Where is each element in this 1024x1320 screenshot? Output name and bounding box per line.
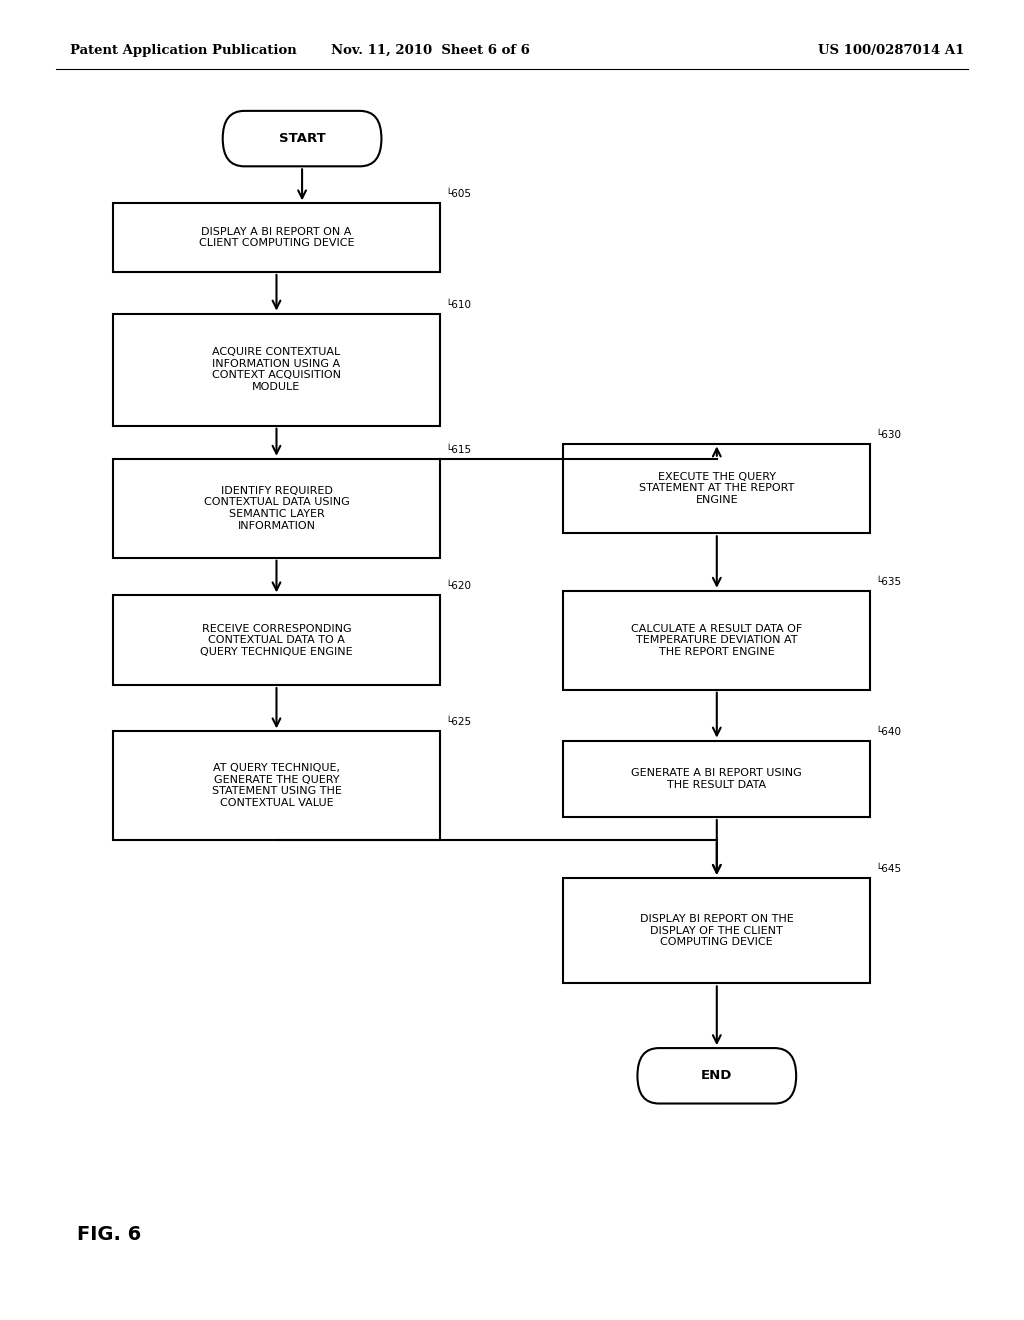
FancyBboxPatch shape <box>222 111 381 166</box>
Text: RECEIVE CORRESPONDING
CONTEXTUAL DATA TO A
QUERY TECHNIQUE ENGINE: RECEIVE CORRESPONDING CONTEXTUAL DATA TO… <box>200 623 353 657</box>
Text: └635: └635 <box>876 577 902 586</box>
Bar <box>113 203 440 272</box>
Text: AT QUERY TECHNIQUE,
GENERATE THE QUERY
STATEMENT USING THE
CONTEXTUAL VALUE: AT QUERY TECHNIQUE, GENERATE THE QUERY S… <box>212 763 341 808</box>
Text: Nov. 11, 2010  Sheet 6 of 6: Nov. 11, 2010 Sheet 6 of 6 <box>331 44 529 57</box>
Bar <box>563 444 870 533</box>
FancyBboxPatch shape <box>637 1048 797 1104</box>
Bar <box>113 459 440 557</box>
Text: EXECUTE THE QUERY
STATEMENT AT THE REPORT
ENGINE: EXECUTE THE QUERY STATEMENT AT THE REPOR… <box>639 471 795 506</box>
Text: GENERATE A BI REPORT USING
THE RESULT DATA: GENERATE A BI REPORT USING THE RESULT DA… <box>632 768 802 789</box>
Bar <box>113 595 440 685</box>
Text: START: START <box>279 132 326 145</box>
Text: US 100/0287014 A1: US 100/0287014 A1 <box>818 44 964 57</box>
Text: └630: └630 <box>876 429 901 440</box>
Text: DISPLAY BI REPORT ON THE
DISPLAY OF THE CLIENT
COMPUTING DEVICE: DISPLAY BI REPORT ON THE DISPLAY OF THE … <box>640 913 794 948</box>
Text: └610: └610 <box>445 300 471 310</box>
Text: └640: └640 <box>876 726 901 737</box>
Text: ACQUIRE CONTEXTUAL
INFORMATION USING A
CONTEXT ACQUISITION
MODULE: ACQUIRE CONTEXTUAL INFORMATION USING A C… <box>212 347 341 392</box>
Text: END: END <box>701 1069 732 1082</box>
Bar <box>113 314 440 425</box>
Text: Patent Application Publication: Patent Application Publication <box>70 44 296 57</box>
Bar <box>113 731 440 840</box>
Text: └625: └625 <box>445 717 472 727</box>
Bar <box>563 591 870 689</box>
Text: CALCULATE A RESULT DATA OF
TEMPERATURE DEVIATION AT
THE REPORT ENGINE: CALCULATE A RESULT DATA OF TEMPERATURE D… <box>631 623 803 657</box>
Text: └615: └615 <box>445 445 472 454</box>
Text: └620: └620 <box>445 581 471 591</box>
Text: FIG. 6: FIG. 6 <box>77 1225 141 1243</box>
Text: └605: └605 <box>445 189 471 199</box>
Text: IDENTIFY REQUIRED
CONTEXTUAL DATA USING
SEMANTIC LAYER
INFORMATION: IDENTIFY REQUIRED CONTEXTUAL DATA USING … <box>204 486 349 531</box>
Text: └645: └645 <box>876 863 902 874</box>
Text: DISPLAY A BI REPORT ON A
CLIENT COMPUTING DEVICE: DISPLAY A BI REPORT ON A CLIENT COMPUTIN… <box>199 227 354 248</box>
Bar <box>563 741 870 817</box>
Bar <box>563 878 870 983</box>
